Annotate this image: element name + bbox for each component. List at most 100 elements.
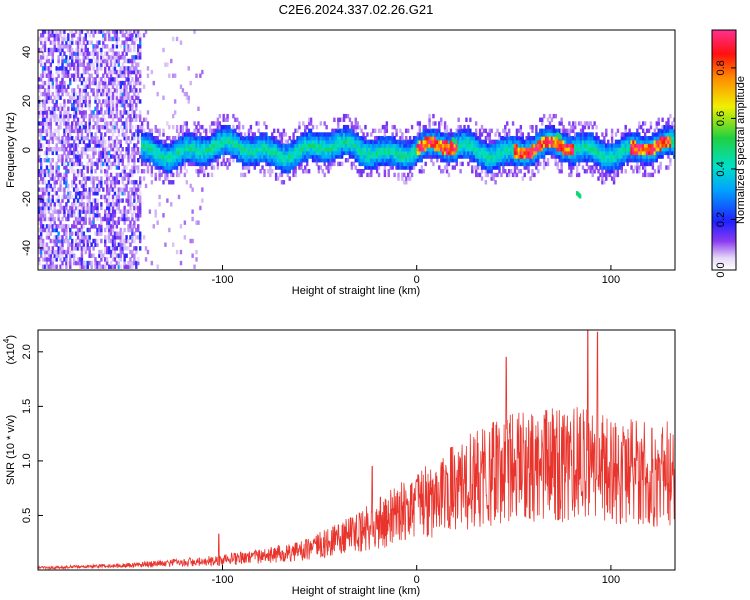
heatmap-cell (115, 246, 119, 251)
heatmap-cell (86, 176, 89, 181)
heatmap-cell (226, 139, 229, 145)
heatmap-cell (506, 172, 509, 178)
heatmap-cell (84, 84, 88, 89)
heatmap-cell (39, 202, 43, 207)
heatmap-cell (69, 44, 72, 49)
heatmap-cell (156, 264, 159, 269)
heatmap-cell (641, 139, 645, 145)
heatmap-cell (119, 99, 122, 104)
heatmap-cell (306, 132, 309, 137)
heatmap-cell (61, 69, 64, 75)
heatmap-cell (107, 235, 111, 240)
heatmap-cell (49, 249, 53, 255)
heatmap-cell (135, 205, 138, 211)
heatmap-cell (117, 194, 121, 200)
heatmap-cell (57, 139, 60, 145)
heatmap-cell (513, 139, 517, 145)
heatmap-cell (39, 231, 43, 236)
heatmap-cell (191, 154, 194, 159)
heatmap-cell (104, 62, 107, 67)
heatmap-cell (587, 154, 591, 159)
heatmap-cell (533, 158, 536, 163)
heatmap-cell (150, 69, 154, 75)
heatmap-cell (645, 143, 649, 148)
heatmap-cell (208, 154, 212, 159)
heatmap-cell (55, 113, 58, 119)
heatmap-cell (216, 154, 220, 159)
heatmap-cell (65, 224, 68, 229)
heatmap-cell (125, 187, 128, 192)
heatmap-cell (624, 154, 627, 159)
heatmap-cell (253, 147, 256, 152)
heatmap-cell (123, 209, 126, 214)
heatmap-cell (71, 40, 74, 45)
heatmap-cell (540, 139, 544, 145)
heatmap-cell (337, 121, 340, 126)
heatmap-cell (72, 224, 76, 229)
heatmap-cell (111, 242, 115, 247)
heatmap-cell (107, 88, 111, 93)
heatmap-cell (476, 147, 480, 152)
heatmap-cell (76, 216, 80, 222)
heatmap-cell (395, 132, 398, 137)
heatmap-cell (426, 135, 429, 141)
heatmap-cell (133, 117, 136, 123)
heatmap-cell (173, 147, 177, 152)
heatmap-cell (67, 260, 70, 266)
heatmap-cell (148, 154, 152, 159)
heatmap-cell (74, 51, 78, 56)
heatmap-cell (138, 198, 142, 203)
heatmap-cell (53, 191, 56, 196)
heatmap-cell (626, 135, 629, 141)
heatmap-cell (113, 30, 117, 34)
heatmap-cell (360, 172, 363, 178)
heatmap-cell (203, 158, 206, 163)
heatmap-cell (350, 132, 354, 137)
heatmap-cell (49, 216, 53, 222)
heatmap-cell (309, 147, 313, 152)
heatmap-cell (59, 80, 62, 86)
heatmap-cell (292, 165, 295, 170)
heatmap-cell (352, 132, 356, 137)
heatmap-cell (131, 191, 134, 196)
heatmap-cell (420, 147, 423, 152)
heatmap-cell (473, 154, 476, 159)
heatmap-cell (76, 44, 80, 49)
heatmap-cell (74, 69, 78, 75)
heatmap-cell (595, 124, 598, 130)
heatmap-cell (47, 194, 51, 200)
heatmap-cell (59, 224, 62, 229)
heatmap-cell (71, 213, 74, 218)
heatmap-cell (640, 139, 643, 145)
heatmap-cell (517, 161, 521, 167)
heatmap-cell (121, 187, 124, 192)
heatmap-cell (138, 238, 142, 244)
heatmap-cell (317, 132, 321, 137)
heatmap-cell (88, 84, 91, 89)
heatmap-cell (589, 139, 592, 145)
heatmap-cell (123, 172, 126, 178)
heatmap-cell (241, 147, 245, 152)
heatmap-cell (408, 169, 412, 174)
heatmap-cell (113, 180, 117, 185)
heatmap-cell (78, 88, 82, 93)
heatmap-cell (170, 150, 173, 156)
heatmap-cell (383, 128, 387, 134)
heatmap-cell (71, 183, 74, 189)
heatmap-cell (78, 110, 82, 115)
heatmap-cell (117, 132, 121, 137)
heatmap-cell (113, 191, 117, 196)
heatmap-cell (577, 154, 581, 159)
heatmap-cell (65, 158, 68, 163)
heatmap-cell (65, 176, 68, 181)
heatmap-cell (206, 147, 210, 152)
heatmap-cell (104, 213, 107, 218)
heatmap-cell (41, 51, 45, 56)
heatmap-cell (263, 150, 266, 156)
heatmap-cell (521, 132, 524, 137)
heatmap-cell (636, 135, 639, 141)
heatmap-cell (651, 154, 655, 159)
heatmap-cell (113, 143, 117, 148)
heatmap-cell (96, 183, 99, 189)
heatmap-cell (67, 110, 70, 115)
